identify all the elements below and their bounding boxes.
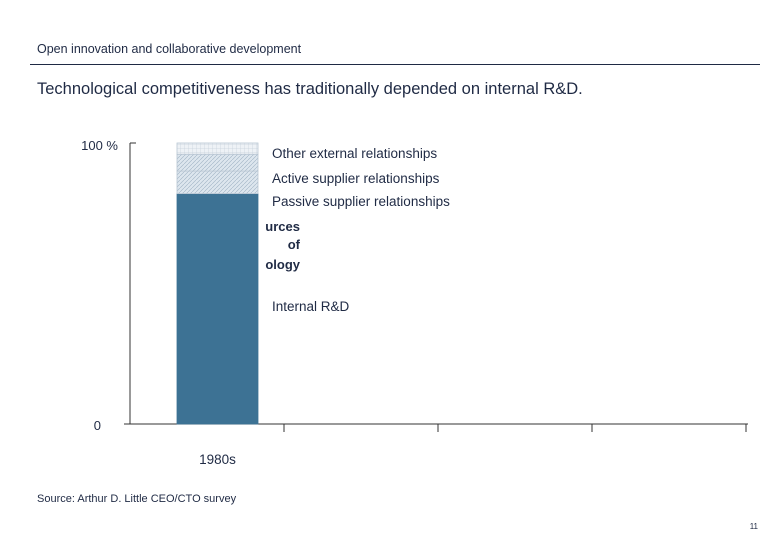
page-number: 11	[749, 522, 758, 531]
source-note: Source: Arthur D. Little CEO/CTO survey	[37, 493, 237, 505]
x-tick-label: 1980s	[199, 452, 236, 467]
annotation-text: of	[288, 237, 301, 252]
annotation-text: urces	[265, 219, 300, 234]
series-label: Passive supplier relationships	[272, 194, 450, 209]
bar-segment-active-supplier-relationships	[176, 153, 259, 172]
header-divider	[30, 64, 760, 65]
bar-segment-passive-supplier-relationships	[176, 170, 259, 194]
page-headline: Technological competitiveness has tradit…	[37, 80, 583, 98]
series-label: Internal R&D	[272, 299, 350, 314]
y-tick-label: 0	[94, 418, 101, 433]
bar-segment-internal-r-d	[176, 193, 259, 425]
section-title: Open innovation and collaborative develo…	[37, 42, 302, 56]
y-tick-label: 100 %	[81, 138, 118, 153]
series-label: Other external relationships	[272, 146, 437, 161]
annotation-text: ology	[265, 257, 300, 272]
series-label: Active supplier relationships	[272, 171, 440, 186]
bar-segment-other-external-relationships	[176, 142, 259, 155]
